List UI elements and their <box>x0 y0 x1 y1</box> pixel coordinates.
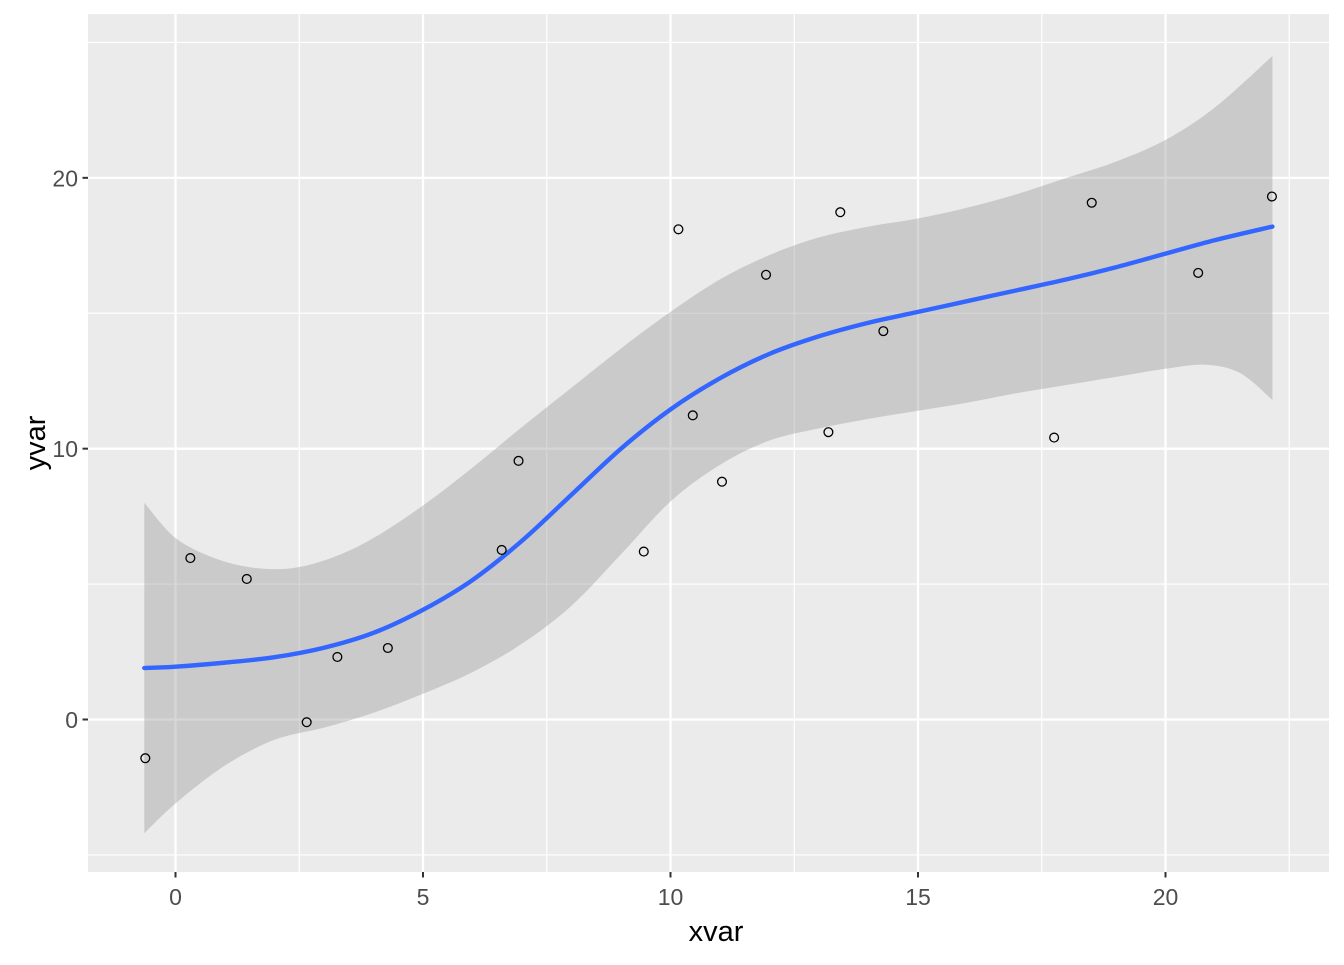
data-point <box>301 717 312 728</box>
data-point <box>1049 432 1060 443</box>
panel-background <box>88 14 1329 872</box>
y-tick-label: 10 <box>52 436 78 462</box>
data-point <box>513 455 524 466</box>
y-tick-labels: 0 10 20 <box>52 165 78 733</box>
data-point <box>332 651 343 662</box>
data-points <box>140 191 1277 764</box>
x-tick-label: 15 <box>905 884 931 910</box>
smooth-line <box>142 224 1275 671</box>
data-point <box>760 269 772 280</box>
confidence-band <box>144 55 1273 834</box>
data-point <box>1086 197 1097 208</box>
data-point <box>638 546 649 557</box>
data-point <box>1266 191 1277 202</box>
data-point <box>835 207 846 218</box>
data-point <box>823 427 834 438</box>
x-tick-labels: 0 5 10 15 20 <box>169 884 1178 910</box>
data-point <box>496 544 507 556</box>
data-point <box>140 753 151 764</box>
y-tick-label: 20 <box>52 165 78 191</box>
data-point <box>673 224 684 235</box>
x-tick-label: 5 <box>417 884 430 910</box>
data-point <box>185 553 196 564</box>
x-axis-title: xvar <box>689 916 744 948</box>
minor-gridlines <box>88 14 1329 872</box>
x-tick-label: 0 <box>169 884 182 910</box>
y-axis-ticks <box>82 176 88 721</box>
confidence-band-area <box>144 55 1273 834</box>
x-tick-label: 10 <box>658 884 684 910</box>
y-axis-title: yvar <box>20 415 52 470</box>
data-point <box>382 642 393 654</box>
x-axis-ticks <box>174 872 1167 878</box>
major-gridlines <box>88 14 1329 872</box>
smooth-line-path <box>142 224 1275 671</box>
data-point <box>878 326 889 337</box>
data-point <box>1193 267 1204 278</box>
data-point <box>241 573 252 584</box>
x-tick-label: 20 <box>1153 884 1179 910</box>
data-point <box>716 476 728 487</box>
y-tick-label: 0 <box>65 707 78 733</box>
data-point <box>687 410 698 421</box>
